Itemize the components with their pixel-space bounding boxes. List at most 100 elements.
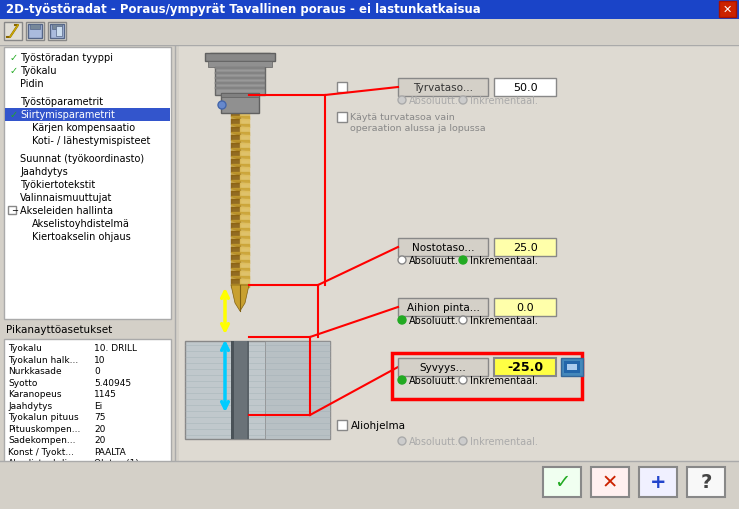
Text: Tyokalu: Tyokalu [8,344,42,353]
Bar [494,79,556,97]
Bar [231,342,234,439]
Bar [494,239,556,257]
Bar [210,54,270,66]
Text: Valinnaismuuttujat: Valinnaismuuttujat [20,192,112,203]
Text: 0: 0 [94,367,100,376]
Text: ✓: ✓ [10,66,18,76]
Text: 10: 10 [94,355,106,364]
Text: Sadekompen...: Sadekompen... [8,436,75,445]
Text: Pikanayttöasetukset: Pikanayttöasetukset [6,324,112,334]
Text: 2D-työstöradat - Poraus/ympyrät Tavallinen poraus - ei lastunkatkaisua: 2D-työstöradat - Poraus/ympyrät Tavallin… [6,4,481,16]
Bar [215,88,265,90]
Text: Syvyys...: Syvyys... [420,362,466,372]
Bar [26,23,44,41]
Text: Absoluutt.: Absoluutt. [409,375,459,385]
Bar [231,342,249,439]
Text: Konst / Tyokt...: Konst / Tyokt... [8,447,74,456]
Bar [494,298,556,317]
Text: Työstöradan tyyppi: Työstöradan tyyppi [20,53,113,63]
Bar [5,109,170,122]
Text: +: + [650,472,667,492]
Bar [591,467,629,497]
Text: ✓: ✓ [10,110,18,120]
Bar [56,27,62,37]
Text: Inkrementaal.: Inkrementaal. [470,436,538,446]
Bar [0,20,739,46]
Bar [215,73,265,75]
Bar [215,78,265,80]
Text: −: − [11,206,18,215]
Polygon shape [231,286,249,312]
Text: Tyokalun pituus: Tyokalun pituus [8,413,78,421]
Text: ✓: ✓ [10,53,18,63]
Bar [398,79,488,97]
Bar [4,48,171,319]
Text: Akselistoyhdistelmä: Akselistoyhdistelmä [32,218,130,229]
Bar [215,68,265,70]
Circle shape [4,499,13,508]
Bar [4,23,22,41]
Bar [398,298,488,317]
Text: Tyrvataso...: Tyrvataso... [413,83,473,93]
Bar [0,46,175,509]
Text: 10. DRILL: 10. DRILL [94,344,137,353]
Text: Suunnat (työkoordinasto): Suunnat (työkoordinasto) [20,154,144,164]
Bar [205,54,275,62]
Bar [208,62,272,68]
Bar [30,25,40,30]
Bar [265,342,330,439]
Text: ✓: ✓ [554,472,571,492]
Bar [494,358,556,376]
Text: 20: 20 [94,436,106,445]
Text: ✕: ✕ [722,5,732,15]
Text: 20: 20 [94,424,106,433]
Text: Tyokalun halk...: Tyokalun halk... [8,355,78,364]
Bar [561,358,583,376]
Bar [179,46,739,509]
Text: Työkalu: Työkalu [20,66,56,76]
Circle shape [459,257,467,265]
Bar [398,239,488,257]
Text: Akseleiden hallinta: Akseleiden hallinta [20,206,113,216]
Bar [0,461,739,509]
Text: Ei: Ei [94,470,102,479]
Bar [0,0,739,20]
Text: Koti- / lähestymispisteet: Koti- / lähestymispisteet [32,136,150,146]
Bar [719,2,736,18]
Bar [8,207,16,215]
Text: Nurkkasade: Nurkkasade [8,367,61,376]
Bar [247,342,249,439]
Bar [567,364,577,370]
Bar [4,340,171,487]
Text: 5.40945: 5.40945 [94,378,131,387]
Bar [564,361,580,373]
Text: Työstöparametrit: Työstöparametrit [20,97,103,107]
Circle shape [459,317,467,324]
Bar [543,467,581,497]
Bar [28,25,42,39]
Text: -25.0: -25.0 [507,361,543,374]
Text: ✓: ✓ [6,489,16,499]
Text: ?: ? [701,472,712,492]
Text: Karjen kompe...: Karjen kompe... [8,470,79,479]
Text: 0.0: 0.0 [516,302,534,313]
Bar [50,25,64,39]
Bar [337,83,347,93]
Bar [52,25,62,30]
Bar [337,420,347,430]
Circle shape [398,317,406,324]
Text: ✕: ✕ [602,472,619,492]
Text: Jaahdytys: Jaahdytys [20,166,68,177]
Text: Absoluutt.: Absoluutt. [409,96,459,106]
Bar [639,467,677,497]
Text: Nostotaso...: Nostotaso... [412,242,474,252]
Text: Siirtymisparametrit: Siirtymisparametrit [20,110,115,120]
Text: PAALTA: PAALTA [94,447,126,456]
Text: Syotto: Syotto [8,378,38,387]
Circle shape [459,437,467,445]
Bar [215,66,265,96]
Circle shape [218,102,226,110]
Text: Absoluutt.: Absoluutt. [409,256,459,266]
Text: Kiertoakselin ohjaus: Kiertoakselin ohjaus [32,232,131,242]
Circle shape [459,376,467,384]
